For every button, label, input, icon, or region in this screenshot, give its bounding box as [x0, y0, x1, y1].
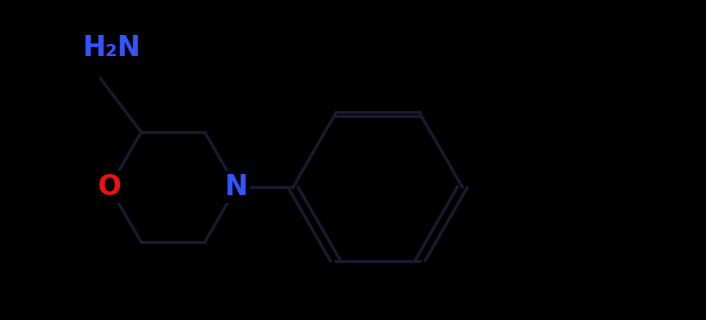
Text: O: O [97, 173, 121, 201]
Text: N: N [225, 173, 248, 201]
Text: H₂N: H₂N [83, 34, 141, 62]
